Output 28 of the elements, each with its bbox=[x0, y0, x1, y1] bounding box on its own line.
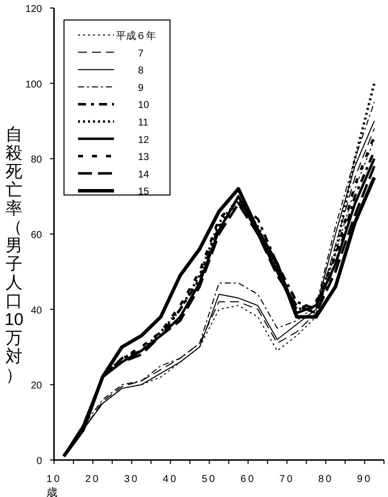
y-tick-label: 20 bbox=[30, 380, 42, 392]
y-tick-label: 120 bbox=[25, 4, 42, 15]
y-tick-label: 60 bbox=[30, 230, 42, 241]
legend-label: 14 bbox=[138, 169, 150, 180]
legend-label: 11 bbox=[138, 118, 149, 128]
x-tick-label: 90 bbox=[357, 474, 372, 485]
x-tick-label: 80 bbox=[318, 474, 334, 485]
legend-label: 12 bbox=[138, 134, 150, 146]
x-axis-title: 歳 bbox=[46, 486, 58, 497]
y-tick-label: 0 bbox=[36, 456, 42, 467]
text: 自殺死亡率（男子人口10万対） bbox=[4, 125, 24, 384]
x-tick-label: 40 bbox=[162, 474, 178, 485]
legend-label: 9 bbox=[138, 82, 144, 94]
x-tick-label: 20 bbox=[85, 474, 100, 485]
legend-label: 8 bbox=[138, 66, 144, 77]
x-tick-label: 50 bbox=[202, 474, 217, 485]
x-tick-label: 60 bbox=[240, 474, 256, 485]
y-tick-label: 100 bbox=[25, 79, 42, 90]
y-tick-label: 40 bbox=[30, 305, 42, 316]
legend-label: 7 bbox=[138, 48, 144, 60]
legend-label: 13 bbox=[138, 152, 150, 164]
x-tick-label: 70 bbox=[279, 474, 295, 485]
legend-label: 平成６年 bbox=[116, 30, 156, 42]
x-tick-label: 10 bbox=[46, 474, 62, 485]
x-tick-label: 30 bbox=[124, 474, 140, 485]
legend-label: 10 bbox=[138, 100, 150, 112]
y-tick-label: 80 bbox=[30, 154, 42, 166]
legend-label: 15 bbox=[138, 186, 150, 198]
